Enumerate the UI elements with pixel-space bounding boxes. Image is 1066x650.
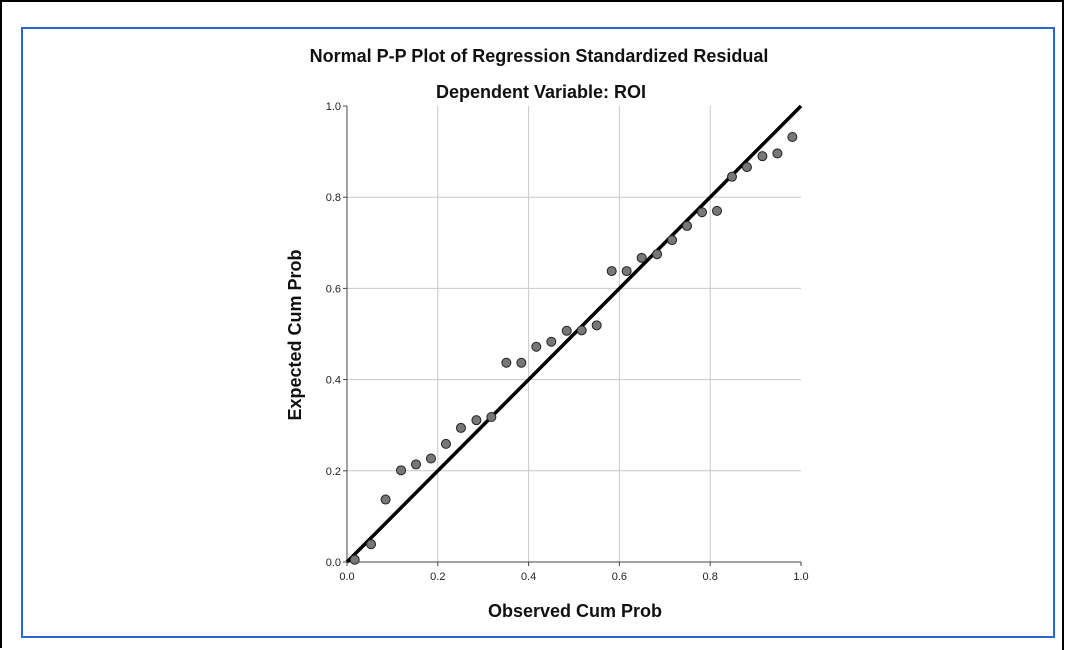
x-tick-label: 0.8 xyxy=(703,571,718,583)
data-point xyxy=(621,266,632,277)
data-point xyxy=(531,341,542,352)
data-point xyxy=(652,249,663,260)
data-point xyxy=(741,162,752,173)
data-point xyxy=(455,422,466,433)
data-point xyxy=(636,252,647,263)
data-point xyxy=(697,207,708,218)
reference-line xyxy=(345,104,803,564)
data-point xyxy=(380,494,391,505)
data-point xyxy=(501,357,512,368)
data-point xyxy=(516,357,527,368)
data-point xyxy=(486,411,497,422)
chart-subtitle: Dependent Variable: ROI xyxy=(436,82,646,102)
x-tick-label: 0.2 xyxy=(430,571,445,583)
data-point xyxy=(682,220,693,231)
data-points xyxy=(349,132,798,565)
data-point xyxy=(667,235,678,246)
y-tick-label: 0.4 xyxy=(326,375,341,387)
chart-title: Normal P-P Plot of Regression Standardiz… xyxy=(310,46,769,66)
data-point xyxy=(546,336,557,347)
data-point xyxy=(576,325,587,336)
y-tick-label: 1.0 xyxy=(326,101,341,113)
data-point xyxy=(425,453,436,464)
data-point xyxy=(606,266,617,277)
y-tick-label: 0.0 xyxy=(326,557,341,569)
page-border-right xyxy=(1062,2,1064,650)
x-tick-label: 0.0 xyxy=(339,571,354,583)
y-tick-label: 0.2 xyxy=(326,466,341,478)
reference-line-group xyxy=(345,104,803,564)
data-point xyxy=(772,148,783,159)
data-point xyxy=(471,415,482,426)
data-point xyxy=(787,132,798,143)
x-axis-title: Observed Cum Prob xyxy=(488,601,662,621)
y-tick-label: 0.8 xyxy=(326,192,341,204)
data-point xyxy=(396,465,407,476)
data-point xyxy=(757,151,768,162)
data-point xyxy=(561,325,572,336)
data-point xyxy=(712,205,723,216)
x-tick-label: 1.0 xyxy=(793,571,808,583)
tick-labels: 0.0 0.2 0.4 0.6 0.8 1.0 0.0 0.2 0.4 0.6 0.8 1.0 xyxy=(326,101,809,583)
data-point xyxy=(411,459,422,470)
x-tick-label: 0.4 xyxy=(521,571,536,583)
chart-frame xyxy=(21,27,1055,638)
data-point xyxy=(349,554,360,565)
x-tick-label: 0.6 xyxy=(612,571,627,583)
grid-lines xyxy=(347,106,801,562)
y-tick-label: 0.6 xyxy=(326,283,341,295)
data-point xyxy=(366,539,377,550)
data-point xyxy=(726,171,737,182)
y-axis-title: Expected Cum Prob xyxy=(285,249,305,420)
axes xyxy=(343,105,802,566)
data-point xyxy=(591,320,602,331)
data-point xyxy=(440,438,451,449)
